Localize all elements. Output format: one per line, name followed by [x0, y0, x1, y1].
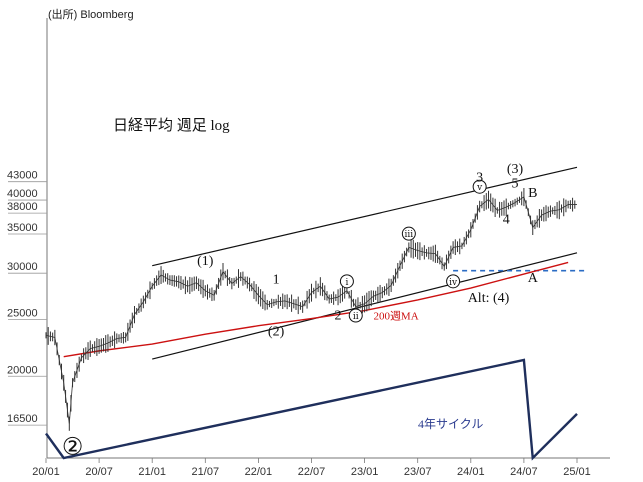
y-tick-label: 40000: [7, 188, 38, 200]
annotation-label: B: [528, 186, 537, 201]
trend-lines: [152, 166, 586, 360]
x-axis-ticks: 20/01 20/07 21/01 21/07 22/01 22/07 23/01 23/07…: [32, 458, 591, 478]
cycle-label: 4年サイクル: [418, 417, 483, 431]
annotation-label: ⅴ: [476, 182, 483, 192]
annotation-label: ⅰ: [345, 277, 348, 287]
x-tick-label: 24/07: [510, 466, 538, 478]
price-series: [45, 187, 577, 431]
y-tick-label: 20000: [7, 364, 38, 376]
annotation-label: (2): [268, 324, 285, 339]
annotation-label: 4: [503, 212, 510, 227]
annotation-circle: [401, 226, 416, 241]
cycle-line: [45, 358, 578, 461]
chart-title: 日経平均 週足 log: [113, 117, 230, 134]
y-tick-label: 16500: [7, 413, 38, 425]
upper-channel-line: [152, 166, 578, 267]
annotation-label: 200週MA: [373, 310, 418, 323]
y-tick-label: 35000: [7, 222, 38, 234]
annotation-circle: [446, 274, 461, 289]
y-tick-label: 38000: [7, 201, 38, 213]
x-tick-label: 21/07: [192, 466, 220, 478]
ma-line-path: [63, 261, 569, 358]
annotation-label: 5: [512, 177, 519, 192]
y-tick-label: 25000: [7, 308, 38, 320]
y-tick-label: 30000: [7, 261, 38, 273]
x-tick-label: 22/01: [245, 466, 273, 478]
annotation-label: (1): [197, 254, 214, 269]
x-tick-label: 25/01: [563, 466, 591, 478]
annotation-label: (3): [507, 162, 524, 177]
annotation-circle: [339, 274, 354, 289]
price-line: [45, 196, 577, 424]
x-tick-label: 20/07: [85, 466, 113, 478]
axes: [46, 18, 610, 459]
annotation-label: 1: [273, 273, 280, 288]
annotation-circle: [348, 308, 363, 323]
x-tick-label: 20/01: [32, 466, 60, 478]
x-tick-label: 21/01: [138, 466, 166, 478]
annotation-label: ⅲ: [405, 229, 414, 239]
annotation-label: ②: [62, 434, 84, 461]
x-tick-label: 24/01: [457, 466, 485, 478]
wave-annotations: (1) 1 (2) 2 ⅰ ⅱ ⅲ ⅳ ⅴ3 (3)5 4 B A Alt: (4) 200週MA ②: [62, 162, 539, 461]
annotation-label: A: [528, 271, 539, 286]
x-tick-label: 22/07: [298, 466, 326, 478]
annotation-label: ⅱ: [353, 311, 359, 321]
y-tick-label: 43000: [7, 170, 38, 182]
cycle-inset: 4年サイクル: [45, 358, 578, 461]
annotation-circle: [472, 179, 487, 194]
x-tick-label: 23/07: [404, 466, 432, 478]
annotation-label: 2: [335, 309, 342, 324]
annotation-label: 3: [476, 171, 483, 186]
annotation-label: ⅳ: [449, 277, 457, 287]
source-label: (出所) Bloomberg: [48, 7, 134, 21]
annotation-label: Alt: (4): [468, 291, 510, 306]
x-tick-label: 23/01: [351, 466, 379, 478]
ma-line: [63, 261, 569, 358]
